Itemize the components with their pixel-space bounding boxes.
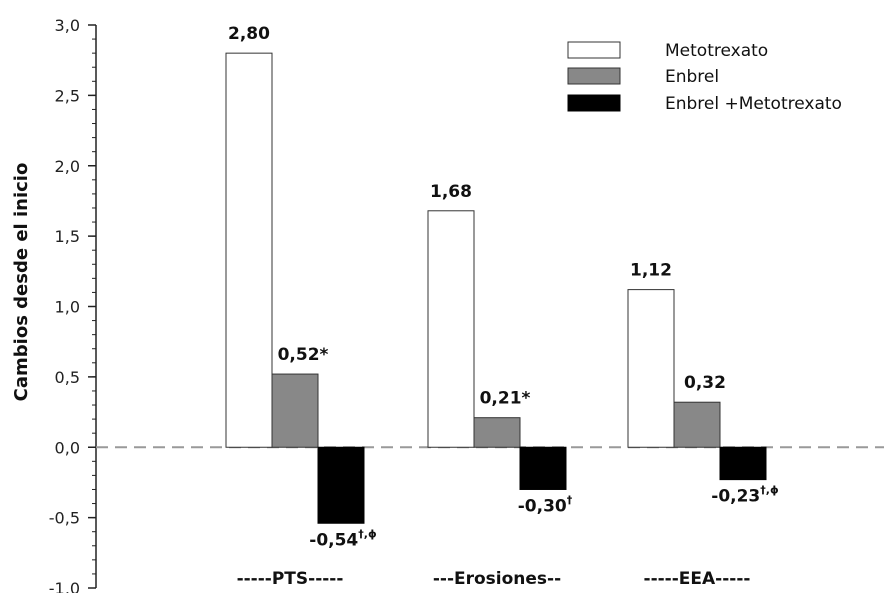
bar-1-0: [271, 373, 319, 448]
bars: [225, 52, 767, 524]
bar-2-1: [519, 446, 567, 490]
data-labels: 2,80 0,52* -0,54†,ϕ 1,68 0,21* -0,30† 1,12 0,32…: [228, 24, 779, 550]
bar-0-0: [225, 52, 273, 448]
legend-label-0: Metotrexato: [665, 41, 768, 61]
data-label-2-0: -0,54†,ϕ: [309, 527, 377, 550]
y-tick-label: 1,5: [55, 227, 80, 246]
legend-label-1: Enbrel: [665, 67, 719, 87]
legend: Metotrexato Enbrel Enbrel +Metotrexato: [567, 41, 842, 114]
legend-swatch-1: [567, 67, 621, 85]
data-label-1-2: 0,32: [684, 373, 726, 393]
bar-0-1: [427, 210, 475, 448]
legend-swatch-0: [567, 41, 621, 59]
y-tick-label: 3,0: [55, 16, 80, 35]
bar-0-2: [627, 289, 675, 448]
bar-1-1: [473, 417, 521, 448]
y-tick-label: -0,5: [49, 509, 80, 528]
data-label-1-1: 0,21*: [480, 389, 531, 409]
y-tick-label: 0,0: [55, 438, 80, 457]
y-tick-label: 2,5: [55, 86, 80, 105]
y-tick-label: 2,0: [55, 157, 80, 176]
category-label-1: ---Erosiones--: [433, 569, 561, 589]
data-label-2-1: -0,30†: [518, 493, 573, 516]
y-axis-label: Cambios desde el inicio: [11, 163, 32, 402]
category-labels: -----PTS----- ---Erosiones-- -----EEA-----: [237, 569, 751, 589]
bar-2-0: [317, 446, 365, 524]
data-label-0-2: 1,12: [630, 261, 672, 281]
data-label-0-1: 1,68: [430, 182, 472, 202]
legend-swatch-2: [567, 94, 621, 112]
data-label-0-0: 2,80: [228, 24, 270, 44]
y-tick-label: 1,0: [55, 298, 80, 317]
bar-1-2: [673, 401, 721, 448]
bar-2-2: [719, 446, 767, 481]
y-tick-label: 0,5: [55, 368, 80, 387]
data-label-2-2: -0,23†,ϕ: [711, 484, 779, 507]
category-label-0: -----PTS-----: [237, 569, 344, 589]
y-tick-label: -1,0: [49, 579, 80, 593]
legend-label-2: Enbrel +Metotrexato: [665, 94, 842, 114]
category-label-2: -----EEA-----: [644, 569, 751, 589]
data-label-1-0: 0,52*: [278, 345, 329, 365]
